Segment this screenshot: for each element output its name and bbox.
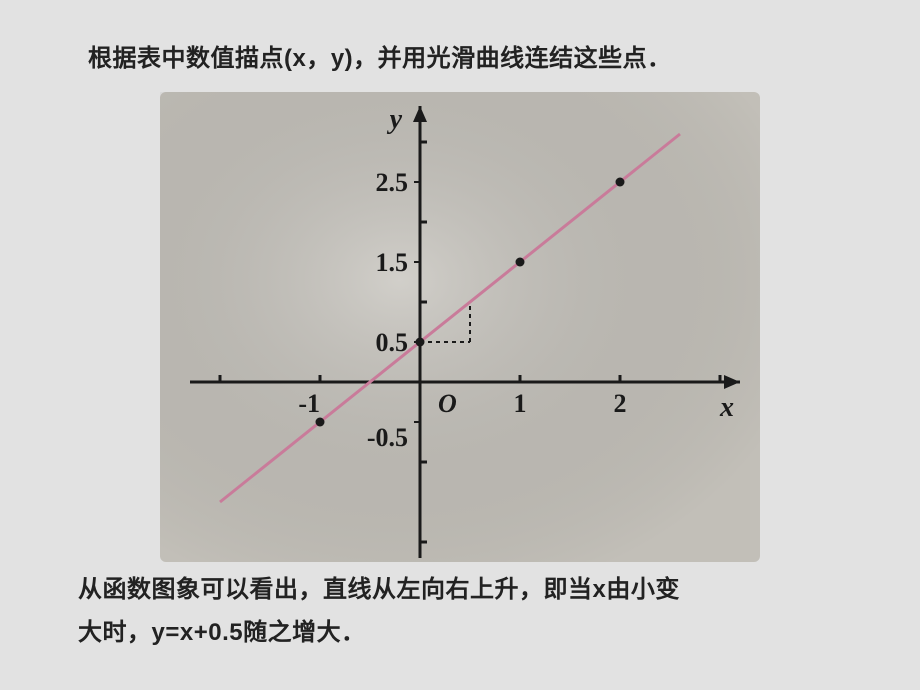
x-tick-label: -1: [298, 389, 320, 418]
origin-label: O: [438, 389, 457, 418]
instruction-text: 根据表中数值描点(x，y)，并用光滑曲线连结这些点．: [88, 38, 860, 73]
conclusion-line-2: 大时，y=x+0.5随之增大．: [78, 619, 366, 646]
y-axis-label: y: [387, 104, 403, 135]
y-tick-label: -0.5: [367, 423, 408, 452]
chart-container: 1 2 -1 0.5 1.5 2.5 -0.5 Ox y: [160, 92, 760, 562]
y-tick-label: 1.5: [376, 248, 409, 277]
data-point: [516, 258, 525, 267]
x-tick-label: 1: [514, 389, 527, 418]
data-point: [616, 178, 625, 187]
x-tick-label: 2: [614, 389, 627, 418]
y-tick-label: 0.5: [376, 328, 409, 357]
slide-page: 根据表中数值描点(x，y)，并用光滑曲线连结这些点． 1 2 -1 0.5 1.5 2.5…: [0, 0, 920, 690]
x-axis-label: x: [719, 392, 734, 423]
conclusion-text: 从函数图象可以看出，直线从左向右上升，即当x由小变 大时，y=x+0.5随之增大…: [78, 568, 850, 654]
y-tick-label: 2.5: [376, 168, 409, 197]
data-point: [316, 418, 325, 427]
line-chart: 1 2 -1 0.5 1.5 2.5 -0.5 Ox y: [160, 92, 760, 562]
conclusion-line-1: 从函数图象可以看出，直线从左向右上升，即当x由小变: [78, 576, 680, 603]
